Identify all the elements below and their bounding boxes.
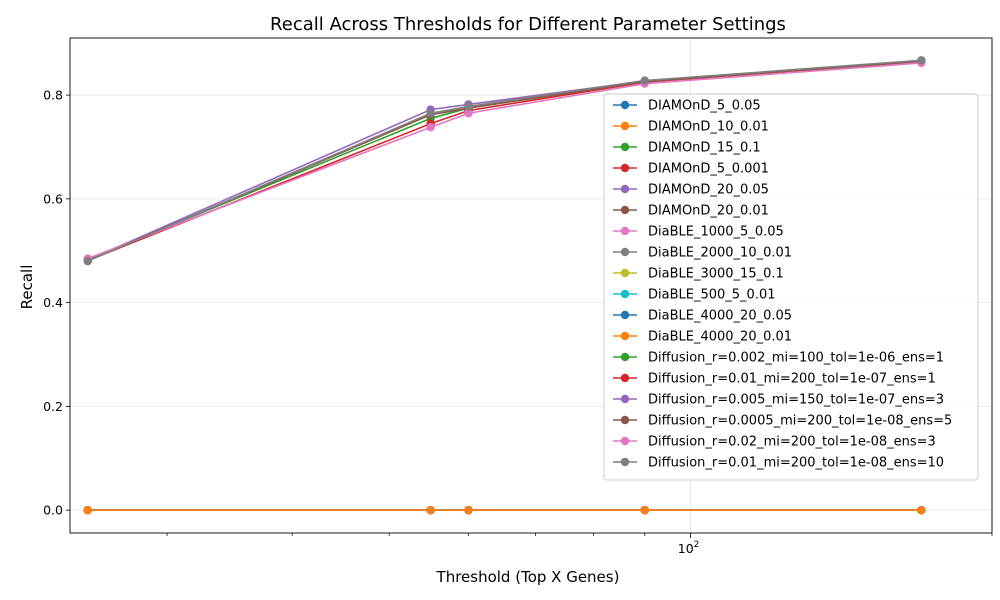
- data-point: [640, 505, 649, 515]
- data-point: [426, 123, 435, 132]
- legend-label: DIAMOnD_15_0.1: [648, 141, 761, 156]
- legend-label: DiaBLE_1000_5_0.05: [648, 225, 784, 240]
- legend-label: DiaBLE_3000_15_0.1: [648, 267, 784, 282]
- legend-marker: [620, 142, 630, 152]
- legend-marker: [620, 247, 630, 257]
- legend-label: DIAMOnD_5_0.05: [648, 99, 761, 114]
- series-12: [83, 505, 926, 515]
- data-point: [426, 109, 435, 118]
- data-point: [917, 56, 926, 65]
- legend-marker: [620, 121, 630, 131]
- y-tick-label: 0.6: [43, 191, 63, 206]
- y-tick-label: 0.4: [43, 295, 63, 310]
- series-18: [83, 56, 926, 266]
- legend-entry: DIAMOnD_20_0.01: [613, 204, 769, 219]
- legend-entry: DiaBLE_2000_10_0.01: [613, 246, 792, 261]
- legend-label: Diffusion_r=0.002_mi=100_tol=1e-06_ens=1: [648, 351, 944, 366]
- legend-entry: DiaBLE_4000_20_0.05: [613, 309, 792, 324]
- legend-label: DIAMOnD_5_0.001: [648, 162, 769, 177]
- legend-marker: [620, 352, 630, 362]
- legend-label: DIAMOnD_10_0.01: [648, 120, 769, 135]
- legend-marker: [620, 268, 630, 278]
- data-point: [640, 76, 649, 85]
- legend-marker: [620, 100, 630, 110]
- legend-marker: [620, 373, 630, 383]
- legend-marker: [620, 394, 630, 404]
- legend-entry: Diffusion_r=0.002_mi=100_tol=1e-06_ens=1: [613, 351, 944, 366]
- legend-marker: [620, 331, 630, 341]
- legend-label: DIAMOnD_20_0.01: [648, 204, 769, 219]
- legend-entry: DIAMOnD_10_0.01: [613, 120, 769, 135]
- legend: DIAMOnD_5_0.05 DIAMOnD_10_0.01 DIAMOnD_15_…: [603, 93, 979, 481]
- legend-entry: DIAMOnD_20_0.05: [613, 183, 769, 198]
- legend-label: Diffusion_r=0.02_mi=200_tol=1e-08_ens=3: [648, 435, 936, 450]
- legend-marker: [620, 310, 630, 320]
- legend-marker: [620, 205, 630, 215]
- legend-entry: DIAMOnD_15_0.1: [613, 141, 761, 156]
- series-layer: [83, 56, 926, 515]
- legend-entry: Diffusion_r=0.01_mi=200_tol=1e-08_ens=10: [613, 456, 944, 471]
- legend-entry: DIAMOnD_5_0.001: [613, 162, 769, 177]
- legend-entry: DIAMOnD_5_0.05: [613, 99, 761, 114]
- legend-entry: Diffusion_r=0.005_mi=150_tol=1e-07_ens=3: [613, 393, 944, 408]
- legend-label: DiaBLE_500_5_0.01: [648, 288, 776, 303]
- legend-marker: [620, 436, 630, 446]
- legend-marker: [620, 289, 630, 299]
- legend-entry: Diffusion_r=0.0005_mi=200_tol=1e-08_ens=…: [613, 414, 952, 429]
- data-point: [464, 102, 473, 111]
- legend-label: DiaBLE_2000_10_0.01: [648, 246, 792, 261]
- legend-marker: [620, 457, 630, 467]
- y-axis-label: Recall: [18, 265, 36, 310]
- legend-label: Diffusion_r=0.01_mi=200_tol=1e-07_ens=1: [648, 372, 936, 387]
- y-tick-label: 0.8: [43, 88, 63, 103]
- legend-marker: [620, 163, 630, 173]
- x-tick-exponent: 2: [694, 540, 700, 550]
- legend-label: Diffusion_r=0.005_mi=150_tol=1e-07_ens=3: [648, 393, 944, 408]
- legend-marker: [620, 226, 630, 236]
- legend-box: [603, 93, 979, 481]
- data-point: [83, 505, 92, 515]
- legend-entry: Diffusion_r=0.01_mi=200_tol=1e-07_ens=1: [613, 372, 936, 387]
- legend-entry: DiaBLE_3000_15_0.1: [613, 267, 784, 282]
- legend-entry: DiaBLE_1000_5_0.05: [613, 225, 784, 240]
- data-point: [464, 109, 473, 118]
- legend-label: DiaBLE_4000_20_0.05: [648, 309, 792, 324]
- legend-entry: DiaBLE_500_5_0.01: [613, 288, 776, 303]
- data-point: [83, 256, 92, 266]
- legend-marker: [620, 415, 630, 425]
- legend-label: Diffusion_r=0.01_mi=200_tol=1e-08_ens=10: [648, 456, 944, 471]
- legend-entry: DiaBLE_4000_20_0.01: [613, 330, 792, 345]
- legend-label: Diffusion_r=0.0005_mi=200_tol=1e-08_ens=…: [648, 414, 952, 429]
- y-tick-label: 0.0: [43, 503, 63, 518]
- data-point: [917, 505, 926, 515]
- chart-title: Recall Across Thresholds for Different P…: [270, 14, 786, 35]
- data-point: [426, 505, 435, 515]
- legend-label: DiaBLE_4000_20_0.01: [648, 330, 792, 345]
- legend-marker: [620, 184, 630, 194]
- legend-entry: Diffusion_r=0.02_mi=200_tol=1e-08_ens=3: [613, 435, 936, 450]
- data-point: [464, 505, 473, 515]
- y-tick-label: 0.2: [43, 399, 63, 414]
- plot-frame: [69, 37, 993, 534]
- x-axis-label: Threshold (Top X Genes): [436, 568, 620, 586]
- legend-label: DIAMOnD_20_0.05: [648, 183, 769, 198]
